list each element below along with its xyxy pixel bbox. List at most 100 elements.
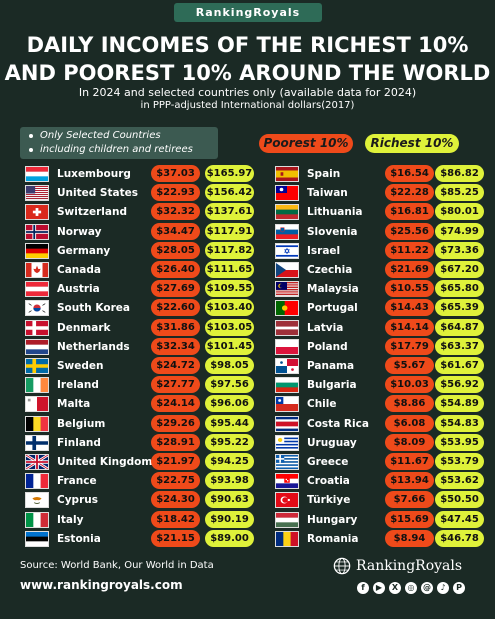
instagram-icon[interactable]: ◎ (405, 582, 417, 594)
poorest-value: $16.54 (385, 165, 434, 182)
poorest-value: $11.22 (385, 241, 434, 259)
country-name: Greece (307, 456, 349, 468)
poorest-value: $16.81 (385, 203, 434, 221)
table-row: Luxembourg $37.03 $165.97 (25, 165, 255, 183)
table-row: Israel $11.22 $73.36 (275, 241, 484, 260)
flag-cl-icon (275, 396, 299, 413)
flag-dk-icon (25, 319, 49, 336)
table-row: Bulgaria $10.03 $56.92 (275, 376, 484, 394)
table-row: United States $22.93 $156.42 (25, 184, 255, 202)
richest-value: $54.83 (435, 414, 484, 432)
flag-at-icon (25, 281, 49, 298)
flag-si-icon (275, 223, 299, 240)
flag-nl-icon (25, 338, 49, 355)
table-row: Netherlands $32.34 $101.45 (25, 337, 255, 356)
richest-value: $64.87 (435, 318, 484, 336)
country-name: Türkiye (307, 494, 351, 507)
country-name: Estonia (57, 532, 101, 545)
poorest-value: $24.30 (151, 491, 200, 509)
flag-cr-icon (275, 415, 299, 432)
country-name: Malaysia (307, 283, 359, 296)
table-row: France $22.75 $93.98 (25, 472, 255, 490)
brand-badge: RankingRoyals (174, 3, 322, 22)
table-row: Finland $28.91 $95.22 (25, 433, 255, 452)
table-row: Sweden $24.72 $98.05 (25, 357, 255, 375)
country-name: Switzerland (57, 206, 127, 219)
flag-us-icon (25, 185, 49, 202)
country-name: Uruguay (307, 436, 357, 449)
poorest-value: $27.69 (151, 280, 200, 298)
flag-ro-icon (275, 530, 299, 547)
youtube-icon[interactable]: ▶ (373, 582, 385, 594)
website-link[interactable]: www.rankingroyals.com (20, 578, 183, 592)
poorest-value: $34.47 (151, 222, 200, 240)
richest-value: $109.55 (205, 280, 254, 298)
richest-value: $89.00 (205, 529, 254, 547)
richest-value: $117.82 (205, 241, 254, 259)
country-name: Malta (57, 398, 91, 411)
note-box: Only Selected Countries including childr… (20, 127, 218, 159)
table-row: South Korea $22.60 $103.40 (25, 299, 255, 317)
country-name: Netherlands (57, 340, 130, 353)
table-row: Austria $27.69 $109.55 (25, 280, 255, 298)
flag-ch-icon (25, 204, 49, 221)
facebook-icon[interactable]: f (357, 582, 369, 594)
table-row: Italy $18.42 $90.19 (25, 510, 255, 529)
country-name: Italy (57, 513, 84, 526)
table-row: Malaysia $10.55 $65.80 (275, 280, 484, 298)
table-row: Latvia $14.14 $64.87 (275, 318, 484, 337)
table-row: Canada $26.40 $111.65 (25, 261, 255, 279)
country-name: Taiwan (307, 187, 348, 200)
country-name: Croatia (307, 475, 350, 488)
poorest-value: $7.66 (385, 491, 434, 509)
table-row: Belgium $29.26 $95.44 (25, 414, 255, 433)
flag-kr-icon (25, 300, 49, 317)
poorest-value: $22.28 (385, 184, 434, 202)
flag-it-icon (25, 511, 49, 528)
country-name: Ireland (57, 379, 99, 392)
country-name: Portugal (307, 302, 358, 315)
poorest-value: $18.42 (151, 510, 200, 528)
richest-value: $53.95 (435, 433, 484, 451)
poorest-value: $24.72 (151, 357, 200, 374)
poorest-value: $21.69 (385, 261, 434, 278)
poorest-value: $28.05 (151, 241, 200, 259)
flag-hu-icon (275, 511, 299, 528)
richest-value: $156.42 (205, 184, 254, 202)
pinterest-icon[interactable]: P (453, 582, 465, 594)
table-row: Lithuania $16.81 $80.01 (275, 203, 484, 221)
flag-lu-icon (25, 166, 49, 182)
poorest-value: $8.94 (385, 529, 434, 547)
threads-icon[interactable]: @ (421, 582, 433, 594)
flag-pa-icon (275, 358, 299, 374)
richest-value: $47.45 (435, 510, 484, 528)
richest-value: $95.22 (205, 433, 254, 451)
poorest-value: $22.93 (151, 184, 200, 202)
table-row: Panama $5.67 $61.67 (275, 357, 484, 375)
poorest-value: $10.03 (385, 376, 434, 394)
table-row: Romania $8.94 $46.78 (275, 529, 484, 548)
table-row: Taiwan $22.28 $85.25 (275, 184, 484, 202)
country-name: Costa Rica (307, 417, 369, 430)
tiktok-icon[interactable]: ♪ (437, 582, 449, 594)
flag-bg-icon (275, 377, 299, 394)
richest-value: $94.25 (205, 453, 254, 470)
x-icon[interactable]: X (389, 582, 401, 594)
table-row: Slovenia $25.56 $74.99 (275, 222, 484, 241)
poorest-value: $8.86 (385, 395, 434, 413)
poorest-value: $29.26 (151, 414, 200, 432)
poorest-value: $31.86 (151, 318, 200, 336)
poorest-value: $17.79 (385, 337, 434, 355)
country-name: France (57, 475, 97, 488)
country-name: Poland (307, 340, 348, 353)
flag-gr-icon (275, 454, 299, 470)
country-name: Austria (57, 283, 100, 296)
table-row: Switzerland $32.32 $137.61 (25, 203, 255, 221)
flag-mt-icon (25, 396, 49, 413)
country-name: Norway (57, 225, 102, 238)
poorest-value: $27.77 (151, 376, 200, 394)
richest-value: $97.56 (205, 376, 254, 394)
poorest-value: $37.03 (151, 165, 200, 182)
table-row: Spain $16.54 $86.82 (275, 165, 484, 183)
table-row: Denmark $31.86 $103.05 (25, 318, 255, 337)
